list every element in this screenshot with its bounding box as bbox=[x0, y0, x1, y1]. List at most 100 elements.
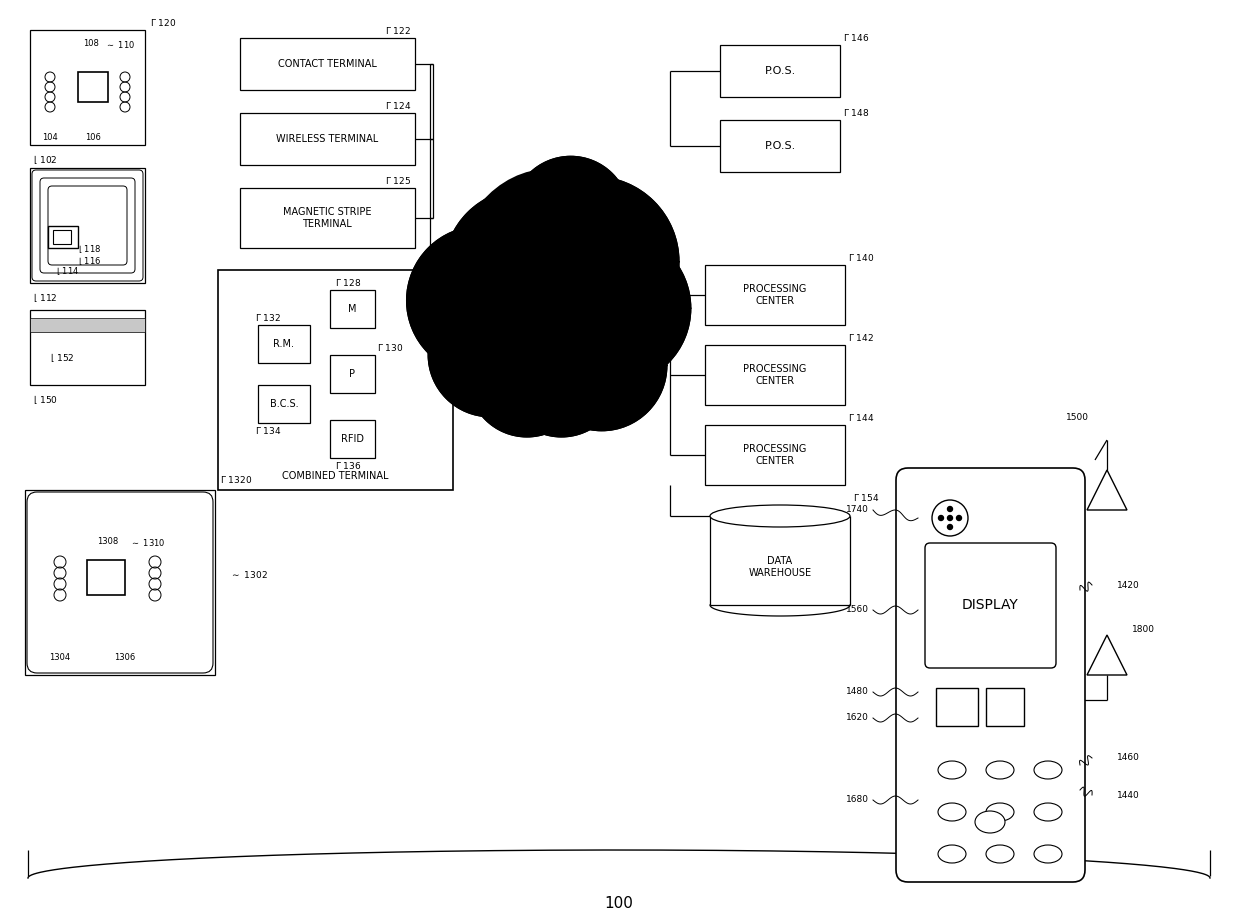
Text: $\Gamma$ 120: $\Gamma$ 120 bbox=[150, 17, 176, 28]
Bar bbox=[30, 168, 145, 283]
Text: $\Gamma$ 125: $\Gamma$ 125 bbox=[384, 175, 412, 186]
Circle shape bbox=[512, 156, 630, 274]
Text: $\sim$ 1310: $\sim$ 1310 bbox=[130, 536, 166, 547]
Text: 1420: 1420 bbox=[1117, 581, 1140, 590]
Text: 100: 100 bbox=[605, 895, 634, 910]
Bar bbox=[706, 345, 844, 405]
Text: $\Gamma$ 140: $\Gamma$ 140 bbox=[848, 252, 874, 263]
Text: B.C.S.: B.C.S. bbox=[269, 399, 299, 409]
Text: 1308: 1308 bbox=[97, 537, 118, 546]
FancyBboxPatch shape bbox=[897, 468, 1085, 882]
Ellipse shape bbox=[975, 811, 1004, 833]
Text: DISPLAY: DISPLAY bbox=[962, 598, 1018, 612]
Bar bbox=[87, 560, 125, 595]
Text: 1740: 1740 bbox=[846, 506, 869, 514]
Bar bbox=[78, 72, 108, 102]
Text: 1560: 1560 bbox=[846, 605, 869, 615]
Text: $\lfloor$ 152: $\lfloor$ 152 bbox=[50, 352, 74, 365]
Ellipse shape bbox=[1034, 803, 1061, 821]
Text: 108: 108 bbox=[83, 40, 99, 49]
Ellipse shape bbox=[937, 845, 966, 863]
Text: $\Gamma$ 142: $\Gamma$ 142 bbox=[848, 332, 874, 343]
Text: PROCESSING
CENTER: PROCESSING CENTER bbox=[743, 284, 807, 306]
Circle shape bbox=[480, 176, 620, 316]
Bar bbox=[48, 226, 78, 248]
Text: $\lfloor$ 112: $\lfloor$ 112 bbox=[33, 291, 57, 304]
Text: 1500: 1500 bbox=[1065, 413, 1089, 422]
Circle shape bbox=[536, 231, 691, 386]
Bar bbox=[30, 318, 145, 332]
Bar bbox=[258, 325, 310, 363]
Bar bbox=[258, 385, 310, 423]
Bar bbox=[330, 290, 374, 328]
Circle shape bbox=[502, 319, 620, 437]
Text: P.O.S.: P.O.S. bbox=[764, 66, 796, 76]
Text: $\Gamma$ 124: $\Gamma$ 124 bbox=[384, 100, 412, 111]
Text: $\Gamma$ 134: $\Gamma$ 134 bbox=[255, 425, 281, 436]
Text: 1306: 1306 bbox=[114, 653, 135, 662]
Bar bbox=[986, 688, 1024, 726]
Text: PROCESSING
CENTER: PROCESSING CENTER bbox=[743, 365, 807, 386]
Bar bbox=[53, 230, 71, 244]
Text: $\Gamma$ 126: $\Gamma$ 126 bbox=[456, 257, 482, 268]
Ellipse shape bbox=[453, 169, 647, 402]
Text: RFID: RFID bbox=[341, 434, 363, 444]
Bar bbox=[241, 38, 415, 90]
Ellipse shape bbox=[986, 761, 1014, 779]
Text: $\lfloor$ 114: $\lfloor$ 114 bbox=[56, 265, 79, 277]
Circle shape bbox=[444, 189, 605, 350]
Circle shape bbox=[508, 176, 680, 347]
Text: $\lfloor$ 116: $\lfloor$ 116 bbox=[78, 255, 102, 267]
Text: $\Gamma$ 138: $\Gamma$ 138 bbox=[614, 270, 640, 281]
Text: $\lfloor$ 118: $\lfloor$ 118 bbox=[78, 243, 102, 255]
Circle shape bbox=[947, 524, 952, 530]
Bar bbox=[30, 310, 145, 385]
Text: $\Gamma$ 136: $\Gamma$ 136 bbox=[335, 460, 361, 471]
Circle shape bbox=[939, 516, 944, 521]
Text: P.O.S.: P.O.S. bbox=[764, 141, 796, 151]
Text: $\Gamma$ 128: $\Gamma$ 128 bbox=[335, 277, 361, 288]
Text: R.M.: R.M. bbox=[274, 339, 295, 349]
Text: $\Gamma$ 132: $\Gamma$ 132 bbox=[255, 312, 281, 323]
Ellipse shape bbox=[986, 803, 1014, 821]
Text: P: P bbox=[348, 369, 355, 379]
Text: M: M bbox=[347, 304, 356, 314]
Text: 106: 106 bbox=[86, 133, 100, 141]
Ellipse shape bbox=[986, 845, 1014, 863]
Text: 1800: 1800 bbox=[1132, 626, 1154, 634]
Ellipse shape bbox=[937, 803, 966, 821]
Text: $\sim$ 110: $\sim$ 110 bbox=[105, 39, 135, 50]
Bar bbox=[25, 490, 215, 675]
Ellipse shape bbox=[937, 761, 966, 779]
Circle shape bbox=[407, 226, 556, 375]
Bar bbox=[936, 688, 978, 726]
FancyBboxPatch shape bbox=[925, 543, 1056, 668]
Circle shape bbox=[428, 293, 552, 417]
Circle shape bbox=[947, 516, 952, 521]
Bar bbox=[706, 425, 844, 485]
Text: CONTACT TERMINAL: CONTACT TERMINAL bbox=[278, 59, 377, 69]
Text: $\Gamma$ 146: $\Gamma$ 146 bbox=[843, 32, 869, 43]
Text: $\Gamma$ 122: $\Gamma$ 122 bbox=[384, 25, 412, 36]
Text: $\lfloor$ 102: $\lfloor$ 102 bbox=[33, 153, 57, 166]
Bar bbox=[30, 30, 145, 145]
Text: $\Gamma$ 154: $\Gamma$ 154 bbox=[853, 492, 879, 503]
Ellipse shape bbox=[1034, 845, 1061, 863]
Text: 1440: 1440 bbox=[1117, 790, 1140, 799]
Text: $\sim$ 1302: $\sim$ 1302 bbox=[229, 569, 268, 581]
Text: 1460: 1460 bbox=[1117, 753, 1140, 762]
Text: MAGNETIC STRIPE
TERMINAL: MAGNETIC STRIPE TERMINAL bbox=[283, 207, 371, 229]
Text: PROCESSING
CENTER: PROCESSING CENTER bbox=[743, 444, 807, 466]
Ellipse shape bbox=[1034, 761, 1061, 779]
Text: $\Gamma$ 148: $\Gamma$ 148 bbox=[843, 107, 869, 118]
Bar bbox=[330, 420, 374, 458]
Text: $\Gamma$ 130: $\Gamma$ 130 bbox=[377, 342, 403, 353]
Text: 1304: 1304 bbox=[50, 653, 71, 662]
Text: $\Gamma$ 1320: $\Gamma$ 1320 bbox=[219, 474, 252, 485]
Text: COMBINED TERMINAL: COMBINED TERMINAL bbox=[281, 471, 388, 481]
Text: NETWORK(S): NETWORK(S) bbox=[513, 290, 587, 300]
Circle shape bbox=[537, 301, 667, 431]
Bar bbox=[720, 45, 839, 97]
Text: WIRELESS TERMINAL: WIRELESS TERMINAL bbox=[275, 134, 378, 144]
Text: DATA
WAREHOUSE: DATA WAREHOUSE bbox=[749, 557, 811, 578]
